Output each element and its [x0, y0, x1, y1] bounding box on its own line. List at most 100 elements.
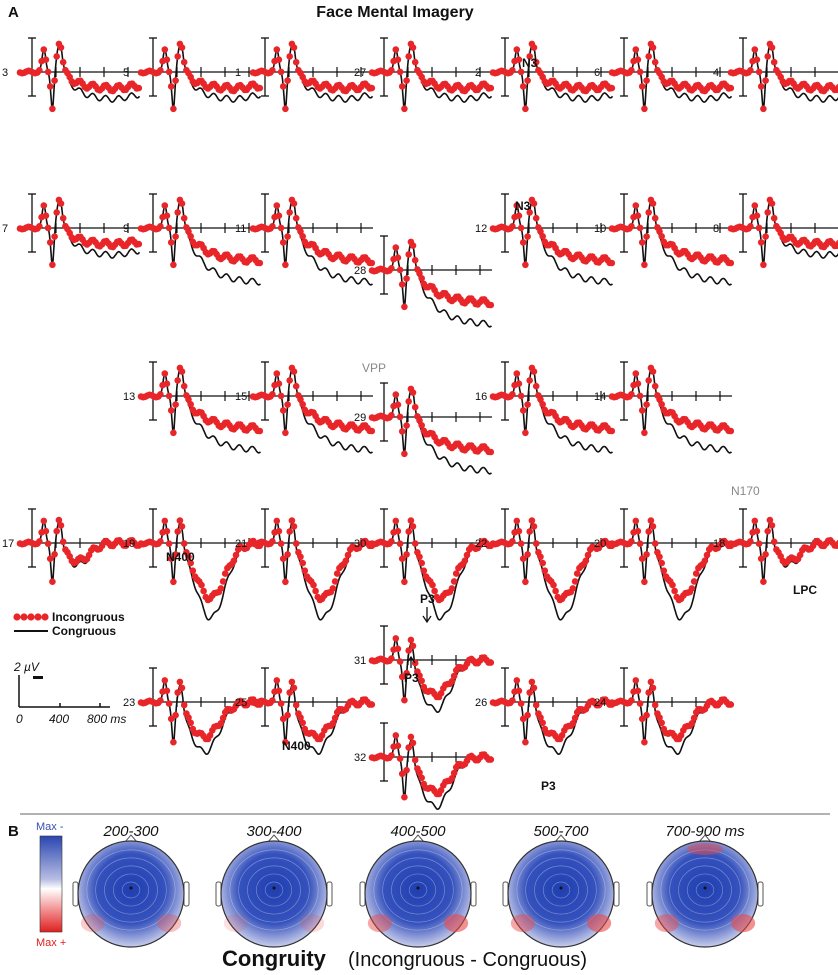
incongruous-dot-12	[509, 223, 516, 230]
incongruous-dot-20	[647, 517, 655, 524]
incongruous-dot-27	[392, 46, 400, 53]
incongruous-dot-21	[344, 551, 352, 559]
incongruous-dot-24	[645, 689, 652, 696]
incongruous-dot-32	[403, 766, 410, 774]
incongruous-dot-27	[403, 77, 410, 84]
incongruous-dot-13	[167, 407, 175, 414]
electrode-label-32: 32	[354, 752, 366, 764]
incongruous-dot-15	[290, 368, 298, 375]
incongruous-dot-31	[392, 635, 400, 642]
incongruous-dot-8	[762, 233, 769, 240]
incongruous-dot-14	[727, 427, 735, 435]
electrode-plot-6: 6	[594, 37, 735, 113]
contour-2-2	[255, 873, 293, 907]
incongruous-dot-24	[727, 701, 735, 708]
incongruous-dot-28	[487, 301, 495, 309]
incongruous-dot-1	[273, 46, 281, 53]
electrode-label-8: 8	[713, 223, 719, 235]
incongruous-dot-28	[405, 251, 413, 258]
contour-5-1	[695, 881, 715, 899]
incongruous-dot-32	[416, 769, 423, 776]
incongruous-dot-12	[526, 209, 533, 216]
incongruous-dot-10	[658, 233, 665, 240]
incongruous-dot-23	[206, 732, 214, 739]
colorbar-bottom-label: Max +	[36, 937, 66, 949]
incongruous-dot-15	[299, 401, 307, 408]
incongruous-dot-24	[688, 720, 696, 727]
incongruous-dot-14	[645, 377, 652, 384]
incongruous-dot-8	[760, 261, 767, 269]
incongruous-dot-20	[636, 540, 644, 547]
incongruous-dot-21	[290, 523, 298, 530]
incongruous-dot-12	[530, 200, 538, 207]
incongruous-dot-16	[539, 401, 546, 408]
incongruous-dot-2	[522, 105, 529, 113]
incongruous-dot-4	[753, 56, 761, 63]
incongruous-dot-30	[448, 585, 456, 592]
right-ear-3	[470, 881, 477, 907]
congruous-line-25	[252, 678, 374, 756]
incongruous-dot-29	[388, 412, 395, 419]
electrode-plot-31: 31	[354, 625, 495, 714]
electrode-plot-8: 8	[713, 193, 838, 269]
incongruous-dot-24	[649, 684, 657, 692]
incongruous-dot-15	[286, 377, 294, 384]
scale-bar: 2 µV 0 400 800 ms	[13, 660, 126, 726]
congruous-line-19	[140, 519, 262, 621]
incongruous-dot-13	[163, 380, 171, 388]
incongruous-dot-23	[180, 701, 188, 709]
topomap-range-label-3: 400-500	[390, 823, 446, 840]
footer-contrast: (Incongruous - Congruous)	[348, 949, 587, 971]
incongruous-dot-9	[157, 223, 164, 230]
incongruous-dot-12	[532, 214, 540, 222]
incongruous-dot-31	[405, 647, 413, 654]
incongruous-dot-26	[532, 701, 540, 709]
contour-4-2	[542, 873, 580, 907]
incongruous-dot-1	[277, 68, 285, 76]
electrode-label-30: 30	[354, 538, 366, 550]
incongruous-dot-27	[394, 56, 402, 63]
incongruous-dot-2	[530, 44, 538, 51]
incongruous-dot-31	[437, 690, 445, 697]
electrode-plot-20: 20	[594, 508, 735, 621]
electrode-plot-21: 21	[235, 508, 376, 621]
positive-region-left-4	[510, 914, 535, 933]
incongruous-dot-21	[331, 578, 339, 585]
positive-region-left-1	[80, 914, 105, 933]
footer-congruity: Congruity	[222, 946, 327, 971]
incongruous-dot-17	[40, 517, 48, 525]
incongruous-dot-30	[398, 555, 406, 562]
incongruous-dot-4	[747, 67, 754, 74]
incongruous-dot-3	[53, 53, 60, 60]
incongruous-dot-2	[524, 77, 531, 84]
incongruous-dot-3	[51, 77, 58, 84]
annotation-p3-electrode-26: P3	[541, 779, 556, 793]
incongruous-dot-1	[275, 56, 283, 63]
incongruous-dot-32	[418, 774, 426, 782]
incongruous-dot-26	[517, 700, 525, 707]
incongruous-dot-22	[524, 551, 531, 558]
incongruous-dot-20	[656, 553, 663, 561]
positive-region-left-5	[654, 914, 679, 933]
incongruous-dot-4	[768, 44, 776, 51]
annotation-n3-electrode-2: N3	[522, 56, 538, 70]
incongruous-dot-19	[176, 517, 184, 524]
electrode-plot-16: 16	[475, 361, 616, 454]
incongruous-dot-21	[333, 570, 341, 577]
incongruous-dot-1	[279, 83, 287, 90]
incongruous-dot-9	[172, 233, 179, 240]
incongruous-dot-15	[368, 427, 376, 435]
electrode-plot-27: 27	[354, 37, 495, 113]
electrode-plot-25: 25	[235, 667, 376, 756]
incongruous-dot-21	[312, 587, 319, 595]
incongruous-dot-26	[526, 689, 533, 696]
incongruous-dot-23	[174, 689, 181, 696]
incongruous-dot-19	[170, 578, 177, 586]
incongruous-dot-20	[658, 559, 665, 567]
incongruous-dot-22	[537, 553, 544, 561]
legend-incongruous-marker	[13, 613, 49, 621]
incongruous-dot-14	[628, 391, 635, 398]
incongruous-dot-2	[519, 83, 527, 90]
incongruous-dot-5	[172, 77, 179, 84]
